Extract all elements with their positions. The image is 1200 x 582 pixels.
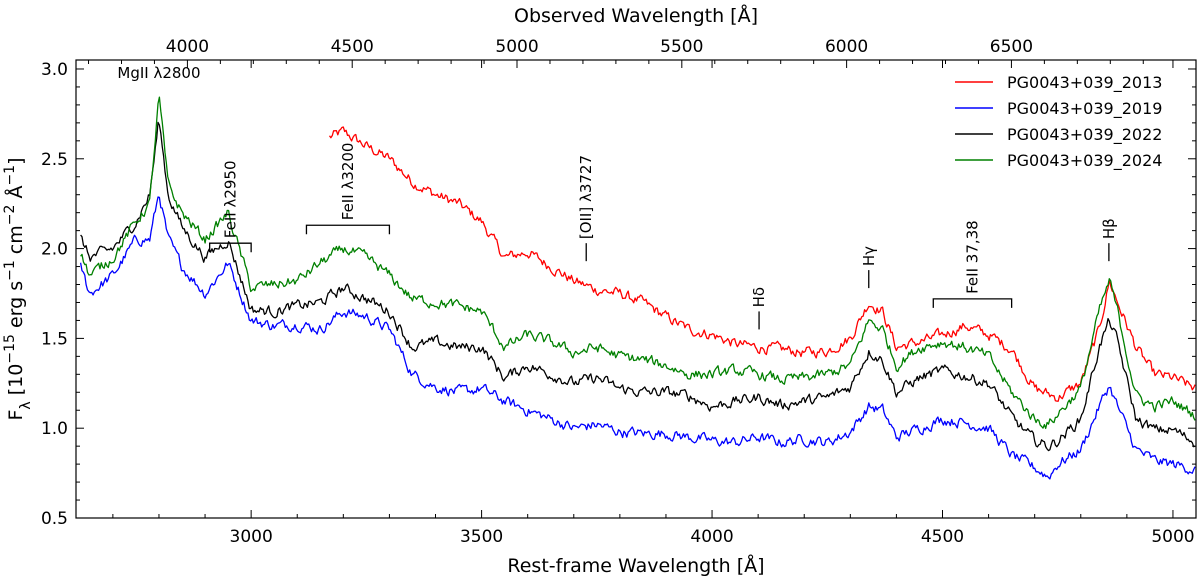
series-line-2 (79, 196, 1196, 480)
x-axis-title: Rest-frame Wavelength [Å] (507, 554, 764, 577)
annotation-label: FeII λ2950 (221, 160, 239, 238)
annotation-label: Hγ (860, 246, 878, 266)
plot-frame (75, 59, 1197, 519)
annotation-label: Hδ (750, 287, 768, 307)
annotation-7: FeII 37,38 (932, 220, 1013, 308)
annotation-bracket (932, 298, 1013, 308)
series-layer (79, 96, 1196, 480)
x-tick-label: 3000 (230, 527, 273, 547)
legend-label-2: PG0043+039_2019 (1007, 99, 1162, 119)
legend-label-1: PG0043+039_2013 (1007, 73, 1162, 93)
x-tick-label: 4000 (690, 527, 733, 547)
annotation-label: Hβ (1100, 218, 1118, 239)
annotation-label: FeII 37,38 (963, 220, 981, 294)
series-line-3 (80, 121, 1196, 452)
y-tick-label: 0.5 (41, 509, 68, 529)
y-tick-label: 1.5 (41, 329, 68, 349)
annotation-5: Hδ (750, 287, 768, 330)
top-tick-label: 6500 (990, 37, 1033, 57)
top-tick-label: 4000 (166, 37, 209, 57)
annotation-label: MgII λ2800 (117, 64, 200, 82)
annotation-3: FeII λ3200 (305, 143, 391, 235)
y-tick-label: 3.0 (41, 60, 68, 80)
top-axis-title: Observed Wavelength [Å] (514, 4, 758, 27)
legend-label-3: PG0043+039_2022 (1007, 125, 1162, 145)
annotation-layer: MgII λ2800 FeII λ2950 FeII λ3200 [OII] λ372… (117, 64, 1118, 330)
y-tick-label: 1.0 (41, 419, 68, 439)
y-axis-title: Fλ [10−15 erg s−1 cm−2 Å−1] (2, 157, 34, 420)
annotation-2: FeII λ2950 (209, 160, 252, 253)
y-tick-label: 2.0 (41, 240, 68, 260)
top-tick-label: 4500 (331, 37, 374, 57)
y-tick-label: 2.5 (41, 150, 68, 170)
annotation-bracket (209, 242, 252, 253)
annotation-1: MgII λ2800 (117, 64, 200, 82)
annotation-label: [OII] λ3727 (577, 155, 595, 239)
axes-layer: 3000 3500 4000 4500 5000 4000 4500 5000 5500 6000… (41, 37, 1197, 547)
x-tick-label: 4500 (921, 527, 964, 547)
legend: PG0043+039_2013 PG0043+039_2019 PG0043+039… (955, 73, 1162, 171)
annotation-8: Hβ (1100, 218, 1118, 262)
annotation-6: Hγ (860, 246, 878, 289)
x-tick-label: 3500 (460, 527, 503, 547)
x-tick-label: 5000 (1151, 527, 1194, 547)
annotation-4: [OII] λ3727 (577, 155, 595, 262)
annotation-bracket (305, 224, 391, 235)
top-tick-label: 5000 (495, 37, 538, 57)
legend-label-4: PG0043+039_2024 (1007, 151, 1162, 171)
series-line-1 (328, 126, 1196, 402)
top-tick-label: 6000 (825, 37, 868, 57)
top-tick-label: 5500 (660, 37, 703, 57)
annotation-label: FeII λ3200 (339, 143, 357, 221)
series-line-4 (80, 96, 1196, 430)
